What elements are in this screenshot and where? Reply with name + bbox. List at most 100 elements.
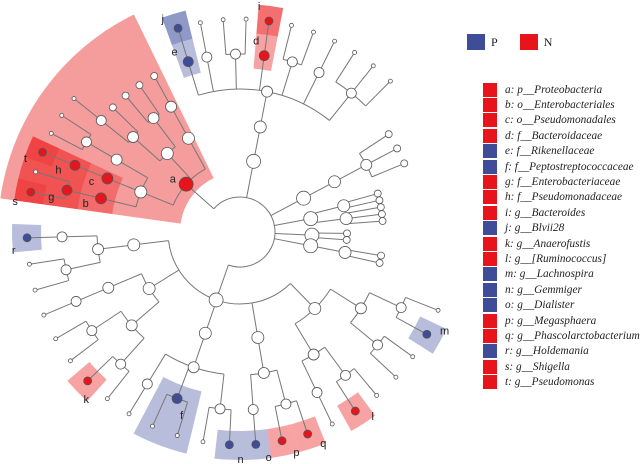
clade-label-f: f (180, 410, 184, 422)
tree-node (375, 259, 384, 267)
clade-legend-item: o: g__Dialister (483, 297, 640, 313)
clade-legend-item: c: o__Pseudomonadales (483, 113, 640, 128)
legend-group-n: N (519, 34, 552, 50)
tree-node (261, 85, 273, 98)
clade-legend-text: c: o__Pseudomonadales (505, 114, 616, 127)
branch (318, 40, 336, 73)
tree-node (214, 403, 226, 415)
clade-swatch (483, 267, 497, 282)
clade-legend-text: j: g__Blvii28 (505, 222, 565, 235)
clade-legend-item: r: g__Holdemania (483, 344, 640, 359)
branch (65, 261, 101, 271)
tree-node (376, 203, 385, 212)
clade-legend-text: f: f__Peptostreptococcaceae (505, 160, 634, 173)
branch (258, 55, 265, 91)
tree-node (33, 169, 39, 175)
clade-legend-item: m: g__Lachnospira (483, 267, 640, 282)
clade-legend-text: l: g__[Ruminococcus] (505, 252, 607, 265)
branch (73, 98, 102, 121)
branch (106, 370, 130, 399)
tree-node (373, 189, 382, 198)
clade-label-c: c (89, 176, 95, 188)
branch (34, 280, 69, 291)
tree-node (27, 261, 32, 267)
clade-node-j (173, 23, 183, 33)
clade-legend-item: q: g__Phascolarctobacterium (483, 328, 640, 343)
tree-node (375, 196, 384, 205)
tree-node (370, 63, 376, 69)
branch (112, 107, 139, 133)
tree-node (53, 336, 59, 342)
tree-node (147, 112, 160, 124)
clade-legend-text: r: g__Holdemania (505, 345, 589, 358)
clade-label-s: s (12, 196, 18, 208)
branch (177, 28, 189, 62)
tree-node (115, 358, 127, 370)
branch (61, 114, 92, 135)
clade-legend-item: n: g__Gemmiger (483, 282, 640, 297)
tree-node (102, 281, 115, 294)
branch (219, 374, 225, 409)
clade-swatch (483, 128, 497, 143)
tree-node (135, 81, 144, 90)
branch (70, 339, 99, 362)
branch (342, 193, 378, 204)
clade-swatch (483, 221, 497, 236)
clade-node-b (95, 192, 107, 205)
branch (108, 273, 142, 289)
branch (152, 394, 168, 427)
tree-node (393, 374, 399, 380)
branch (128, 383, 148, 415)
clade-node-d (258, 50, 270, 62)
branch (369, 292, 402, 309)
tree-node (41, 312, 47, 318)
branch (274, 406, 283, 441)
legend-swatch-p (467, 34, 485, 50)
branch (55, 320, 87, 340)
branch (30, 191, 66, 200)
tree-node (352, 50, 357, 55)
tree-node (86, 325, 98, 337)
tree-node (150, 423, 155, 429)
branch (116, 159, 148, 179)
branch (120, 337, 145, 365)
tree-node (311, 29, 316, 35)
tree-node (311, 387, 323, 398)
tree-node (230, 48, 241, 60)
tree-node (340, 369, 351, 381)
branch (176, 401, 189, 436)
tree-node (127, 131, 139, 143)
tree-node (104, 396, 110, 402)
tree-node (220, 17, 226, 23)
tree-node (355, 302, 367, 315)
clade-legend-text: p: g__Megasphaera (505, 314, 597, 327)
branch (87, 356, 114, 382)
clade-swatch (483, 375, 497, 390)
tree-node (60, 264, 72, 276)
tree-node (246, 153, 262, 169)
branch (344, 254, 380, 264)
clade-highlights (0, 4, 447, 460)
branch (202, 407, 210, 442)
tree-node (56, 231, 68, 243)
tree-node (150, 72, 159, 80)
branch (303, 72, 320, 105)
clade-legend-item: l: g__[Ruminococcus] (483, 251, 640, 266)
tree-node (48, 130, 54, 136)
clade-swatch (483, 190, 497, 205)
tree-node (345, 87, 357, 99)
tree-node (127, 238, 141, 252)
tree-node (393, 144, 402, 153)
branch (244, 19, 247, 55)
clade-node-c (101, 172, 114, 185)
tree-node (200, 439, 206, 445)
tree-node (360, 158, 373, 171)
branch (345, 249, 382, 257)
branch (281, 61, 293, 96)
branch (329, 92, 352, 121)
clade-legend-text: o: g__Dialister (505, 299, 575, 312)
tree-node (92, 243, 104, 256)
tree-node (332, 38, 337, 44)
clade-legend-text: d: f__Bacteroidaceae (505, 129, 603, 142)
clade-legend-text: m: g__Lachnospira (505, 268, 594, 281)
